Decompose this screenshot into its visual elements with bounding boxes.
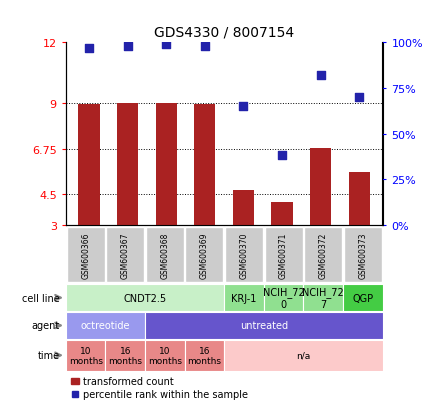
- Bar: [66, 340, 105, 371]
- Text: NCIH_72
7: NCIH_72 7: [302, 287, 344, 309]
- Text: agent: agent: [31, 320, 60, 331]
- Bar: [145, 312, 382, 339]
- Bar: [194, 105, 215, 225]
- Text: NCIH_72
0: NCIH_72 0: [263, 287, 304, 309]
- Point: [86, 45, 93, 52]
- Text: GSM600369: GSM600369: [200, 232, 209, 278]
- Bar: [304, 227, 342, 282]
- Bar: [105, 340, 145, 371]
- Text: 10
months: 10 months: [69, 346, 103, 365]
- Point: [163, 42, 170, 48]
- Bar: [117, 104, 138, 225]
- Bar: [185, 227, 224, 282]
- Bar: [310, 148, 332, 225]
- Bar: [303, 285, 343, 311]
- Bar: [79, 105, 99, 225]
- Title: GDS4330 / 8007154: GDS4330 / 8007154: [154, 26, 294, 39]
- Text: GSM600368: GSM600368: [160, 232, 169, 278]
- Text: 10
months: 10 months: [148, 346, 182, 365]
- Point: [201, 44, 208, 50]
- Point: [240, 104, 247, 110]
- Bar: [145, 340, 184, 371]
- Bar: [349, 173, 370, 225]
- Text: GSM600373: GSM600373: [358, 232, 367, 278]
- Bar: [264, 285, 303, 311]
- Bar: [272, 203, 293, 225]
- Point: [279, 153, 286, 159]
- Text: 16
months: 16 months: [108, 346, 142, 365]
- Bar: [106, 227, 144, 282]
- Text: n/a: n/a: [296, 351, 311, 360]
- Text: 16
months: 16 months: [187, 346, 221, 365]
- Bar: [156, 104, 177, 225]
- Point: [317, 73, 324, 79]
- Text: GSM600372: GSM600372: [319, 232, 328, 278]
- Bar: [224, 340, 382, 371]
- Bar: [344, 227, 382, 282]
- Text: CNDT2.5: CNDT2.5: [124, 293, 167, 303]
- Bar: [264, 227, 303, 282]
- Bar: [66, 285, 224, 311]
- Bar: [233, 191, 254, 225]
- Text: GSM600367: GSM600367: [121, 232, 130, 278]
- Text: time: time: [37, 350, 60, 361]
- Legend: transformed count, percentile rank within the sample: transformed count, percentile rank withi…: [71, 377, 248, 399]
- Point: [124, 44, 131, 50]
- Text: GSM600366: GSM600366: [81, 232, 90, 278]
- Text: GSM600370: GSM600370: [239, 232, 249, 278]
- Text: GSM600371: GSM600371: [279, 232, 288, 278]
- Bar: [225, 227, 263, 282]
- Bar: [184, 340, 224, 371]
- Bar: [343, 285, 382, 311]
- Bar: [67, 227, 105, 282]
- Bar: [146, 227, 184, 282]
- Text: cell line: cell line: [22, 293, 60, 303]
- Text: KRJ-1: KRJ-1: [231, 293, 257, 303]
- Bar: [66, 312, 145, 339]
- Text: octreotide: octreotide: [81, 320, 130, 331]
- Bar: [224, 285, 264, 311]
- Point: [356, 95, 363, 101]
- Text: QGP: QGP: [352, 293, 373, 303]
- Text: untreated: untreated: [240, 320, 288, 331]
